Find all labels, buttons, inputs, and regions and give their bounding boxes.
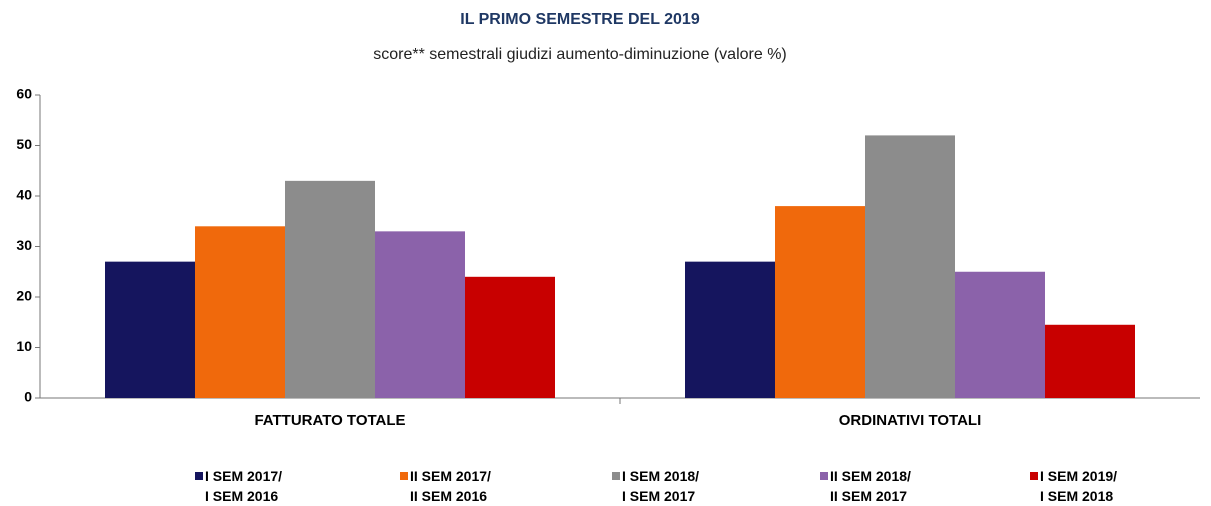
x-tick-label: ORDINATIVI TOTALI — [839, 412, 982, 429]
y-tick-label: 40 — [16, 187, 32, 203]
bar — [955, 271, 1045, 398]
legend-label: I SEM 2019/ I SEM 2018 — [1040, 468, 1118, 504]
y-tick-label: 10 — [16, 338, 32, 354]
legend-label: I SEM 2018/ I SEM 2017 — [622, 468, 700, 504]
legend-swatch — [612, 472, 620, 480]
bar — [775, 206, 865, 398]
y-tick-label: 60 — [16, 86, 32, 102]
y-tick-label: 0 — [24, 389, 32, 405]
bar — [105, 261, 195, 398]
legend-label: I SEM 2017/ I SEM 2016 — [205, 468, 283, 504]
bar — [465, 276, 555, 398]
bar — [375, 231, 465, 398]
chart-title: IL PRIMO SEMESTRE DEL 2019 — [460, 11, 700, 28]
legend-label: II SEM 2018/ II SEM 2017 — [830, 468, 911, 504]
bar — [865, 135, 955, 398]
bar — [1045, 324, 1135, 398]
legend-swatch — [195, 472, 203, 480]
y-tick-label: 20 — [16, 288, 32, 304]
y-tick-label: 30 — [16, 237, 32, 253]
legend-swatch — [820, 472, 828, 480]
bar — [195, 226, 285, 398]
x-tick-label: FATTURATO TOTALE — [254, 412, 405, 429]
legend-swatch — [1030, 472, 1038, 480]
bar — [285, 180, 375, 398]
y-tick-label: 50 — [16, 136, 32, 152]
bar — [685, 261, 775, 398]
chart-subtitle: score** semestrali giudizi aumento-dimin… — [373, 46, 787, 63]
legend-label: II SEM 2017/ II SEM 2016 — [410, 468, 491, 504]
legend-swatch — [400, 472, 408, 480]
